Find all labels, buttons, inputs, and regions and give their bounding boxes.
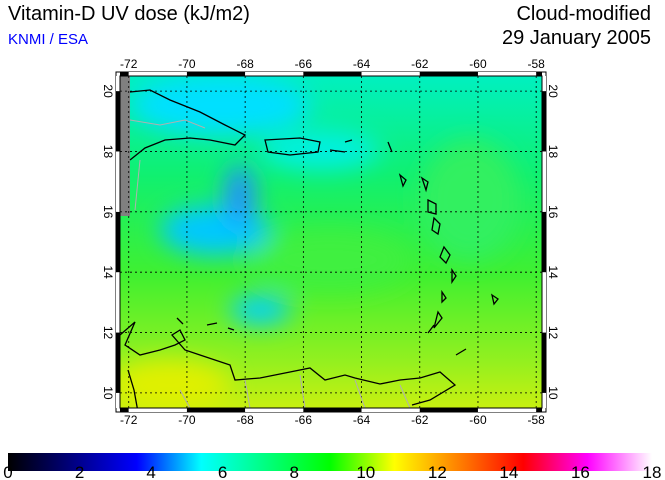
borders (129, 119, 411, 408)
colorbar-gradient (8, 453, 652, 471)
frame-bar (245, 72, 304, 76)
frame-bar (116, 91, 120, 152)
lat-tick-label-left: 14 (101, 266, 115, 280)
lat-tick-label-right: 10 (546, 386, 560, 400)
frame-bar (128, 408, 187, 412)
lon-tick-label-bottom: -66 (295, 413, 313, 427)
frame-bar (116, 332, 120, 393)
frame-bar (419, 408, 478, 412)
frame-bar (361, 408, 420, 412)
lat-tick-label-right: 14 (546, 266, 560, 280)
frame-bar (542, 332, 546, 393)
lon-tick-label-top: -68 (236, 57, 254, 71)
lon-tick-label-top: -66 (295, 57, 313, 71)
lon-tick-label-top: -58 (528, 57, 546, 71)
lat-tick-label-left: 16 (101, 205, 115, 219)
frame-bar (361, 72, 420, 76)
lat-tick-label-right: 20 (546, 84, 560, 98)
lat-tick-label-right: 18 (546, 145, 560, 159)
frame-bar (120, 408, 129, 412)
frame-bar (303, 72, 362, 76)
coastlines (120, 89, 499, 408)
frame-bar (116, 151, 120, 212)
frame-bar (245, 408, 304, 412)
lon-tick-label-top: -60 (469, 57, 487, 71)
lon-tick-label-top: -72 (120, 57, 138, 71)
lat-tick-label-left: 18 (101, 145, 115, 159)
frame-bar (120, 72, 129, 76)
lon-tick-label-bottom: -64 (353, 413, 371, 427)
frame-bar (116, 392, 120, 408)
frame-bar (536, 72, 542, 76)
colorbar-tick-label: 8 (289, 463, 298, 480)
frame-bar (477, 408, 537, 412)
lat-tick-label-left: 12 (101, 326, 115, 340)
colorbar-tick-label: 0 (3, 463, 12, 480)
lat-tick-label-right: 12 (546, 326, 560, 340)
frame-bar (542, 272, 546, 333)
frame-bar (542, 76, 546, 92)
lon-tick-label-top: -62 (411, 57, 429, 71)
lon-tick-label-top: -70 (178, 57, 196, 71)
figure-title: Vitamin-D UV dose (kJ/m2) (8, 3, 250, 25)
frame-bar (116, 272, 120, 333)
colorbar-tick-label: 6 (218, 463, 227, 480)
colorbar-tick-label: 4 (146, 463, 155, 480)
colorbar: 0 2 4 6 8 10 12 14 16 18 (3, 453, 661, 480)
colorbar-tick-label: 12 (428, 463, 447, 480)
frame-bar (303, 408, 362, 412)
frame-bar (542, 211, 546, 273)
frame-bar (536, 408, 542, 412)
colorbar-tick-label: 10 (356, 463, 375, 480)
lon-tick-label-bottom: -60 (469, 413, 487, 427)
lat-tick-label-left: 10 (101, 386, 115, 400)
lon-tick-label-top: -64 (353, 57, 371, 71)
frame-bar (542, 392, 546, 408)
frame-bar (542, 91, 546, 152)
lat-tick-label-right: 16 (546, 205, 560, 219)
mode-label: Cloud-modified (516, 3, 651, 25)
lat-tick-label-left: 20 (101, 84, 115, 98)
colorbar-tick-label: 2 (75, 463, 84, 480)
credit-label: KNMI / ESA (8, 31, 89, 48)
frame-bar (186, 72, 246, 76)
lon-tick-label-bottom: -62 (411, 413, 429, 427)
axis-ticks: -72 -72 -70 -70 -68 -68 -66 -66 -64 -64 -62 -62 -60 -… (101, 57, 560, 427)
frame-bar (542, 151, 546, 212)
frame-bar (116, 76, 120, 92)
lon-tick-label-bottom: -70 (178, 413, 196, 427)
uv-field (120, 76, 542, 408)
date-label: 29 January 2005 (501, 27, 651, 49)
lon-tick-label-bottom: -68 (236, 413, 254, 427)
frame-bar (116, 211, 120, 273)
frame-bar (186, 408, 246, 412)
map-frame (115, 71, 547, 413)
colorbar-tick-label: 16 (571, 463, 590, 480)
lon-tick-label-bottom: -72 (120, 413, 138, 427)
lon-tick-label-bottom: -58 (528, 413, 546, 427)
frame-bar (419, 72, 478, 76)
graticule (120, 76, 542, 408)
frame-bar (477, 72, 537, 76)
frame-bar (128, 72, 187, 76)
colorbar-tick-label: 18 (643, 463, 662, 480)
colorbar-tick-label: 14 (499, 463, 518, 480)
